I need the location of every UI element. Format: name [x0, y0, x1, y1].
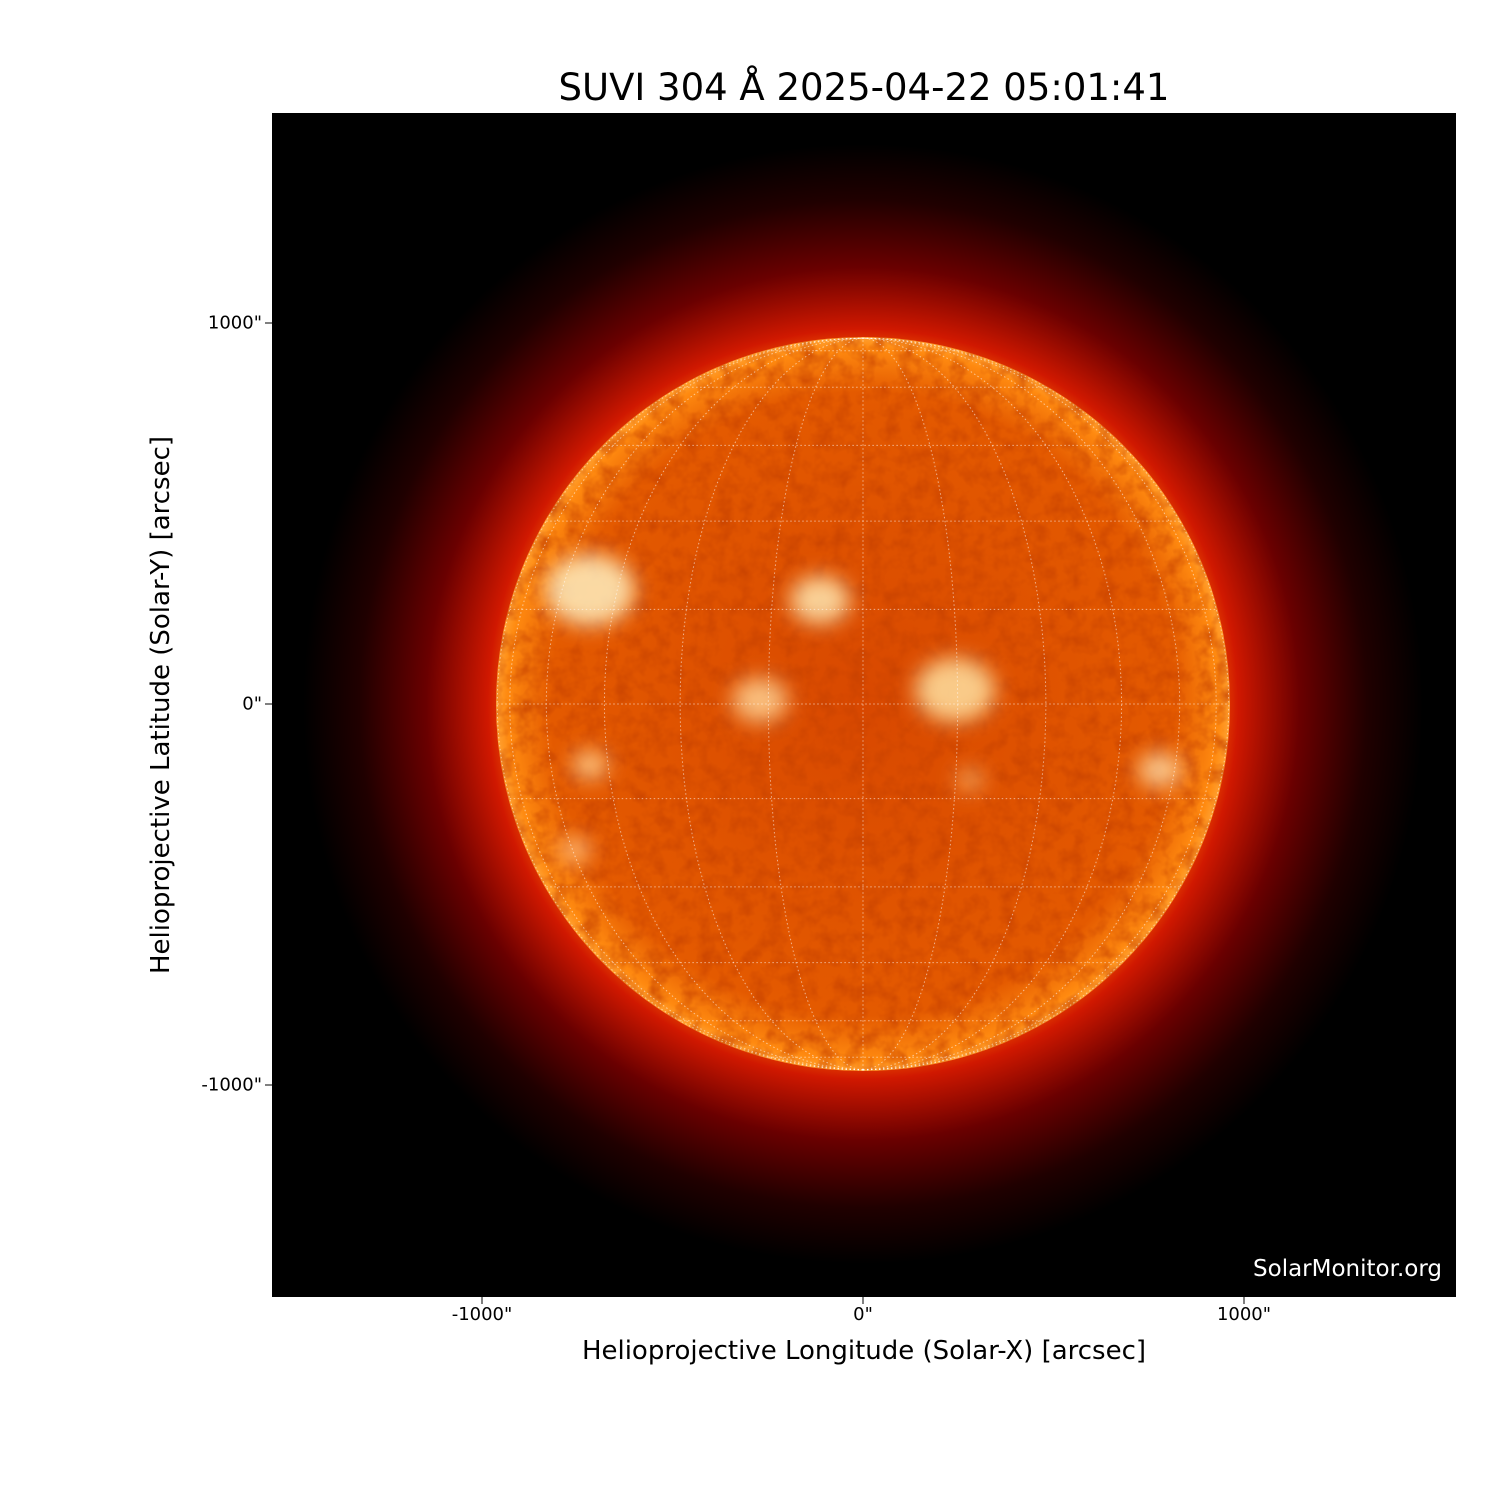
- y-axis-label: Helioprojective Latitude (Solar-Y) [arcs…: [146, 435, 176, 975]
- active-region: [559, 837, 591, 863]
- active-region: [1138, 752, 1182, 788]
- watermark-credit: SolarMonitor.org: [1253, 1256, 1442, 1282]
- y-tick-label: -1000": [201, 1074, 262, 1096]
- longitude-grid-line: [862, 337, 1230, 1071]
- x-tick-label: -1000": [451, 1304, 513, 1325]
- x-axis-label: Helioprojective Longitude (Solar-X) [arc…: [581, 1336, 1147, 1366]
- active-region: [790, 576, 850, 624]
- active-region: [732, 677, 788, 723]
- x-tick-label: 0": [853, 1304, 873, 1325]
- y-tick-label: 1000": [207, 312, 262, 334]
- longitude-grid-line: [603, 337, 864, 1071]
- longitude-grid-line: [496, 337, 864, 1071]
- active-region: [915, 658, 995, 722]
- active-region: [572, 750, 608, 780]
- active-region: [956, 768, 984, 792]
- x-tick-label: 1000": [1216, 1304, 1272, 1325]
- longitude-grid-line: [862, 337, 1217, 1071]
- y-tick-label: 0": [242, 693, 262, 715]
- chart-title: SUVI 304 Å 2025-04-22 05:01:41: [558, 66, 1170, 109]
- active-region: [545, 554, 635, 626]
